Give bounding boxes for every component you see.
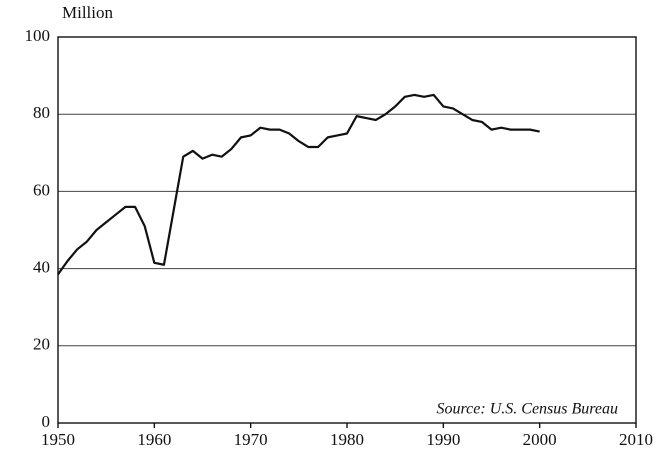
x-tick-label: 2010 [619,430,653,449]
x-tick-label: 1990 [426,430,460,449]
y-tick-label: 100 [25,26,51,45]
data-line [57,93,540,276]
plot-frame [57,36,637,424]
y-tick-label: 0 [42,412,51,431]
y-tick-label: 20 [33,335,50,354]
x-tick-label: 1950 [41,430,75,449]
y-tick-label: 40 [33,258,50,277]
y-axis-label: Million [62,3,114,22]
y-tick-label: 60 [33,180,50,199]
y-tick-label: 80 [33,103,50,122]
annotation: Source: U.S. Census Bureau [437,401,618,418]
x-tick-label: 1960 [137,430,171,449]
x-tick-label: 1970 [234,430,268,449]
x-tick-label: 1980 [330,430,364,449]
x-tick-label: 2000 [523,430,557,449]
